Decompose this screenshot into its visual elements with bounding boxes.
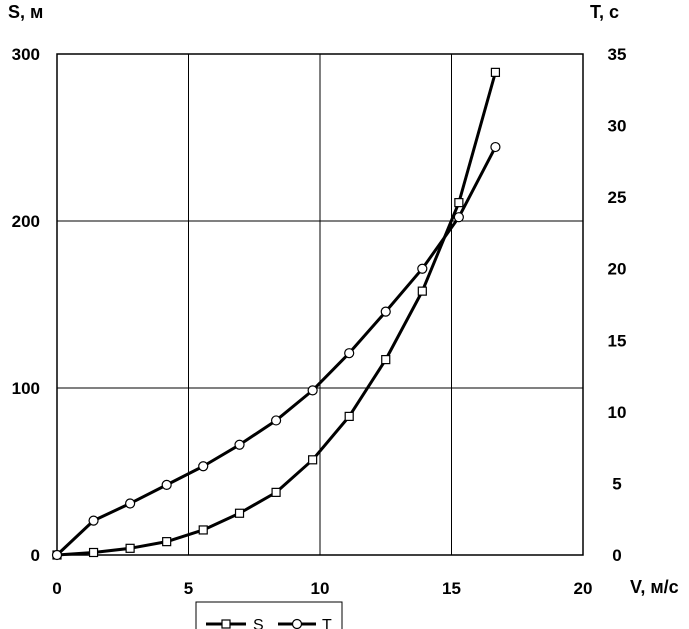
data-point-t xyxy=(307,385,318,396)
y-right-tick-label: 15 xyxy=(608,331,627,350)
data-point-s xyxy=(234,508,245,518)
legend-label-s: S xyxy=(253,617,264,629)
grid-lines xyxy=(57,54,583,555)
y-left-tick-label: 300 xyxy=(12,45,40,64)
data-point-t xyxy=(234,439,245,450)
series-layer xyxy=(51,67,501,561)
x-tick-label: 10 xyxy=(311,579,330,598)
series-s xyxy=(52,67,501,560)
data-point-t xyxy=(417,263,428,274)
legend-label-t: T xyxy=(322,617,332,629)
plot-area-border xyxy=(56,53,584,556)
y-right-tick-label: 25 xyxy=(608,188,627,207)
y-left-tick-label: 0 xyxy=(31,546,40,565)
y-left-axis-title: S, м xyxy=(8,2,43,22)
y-right-tick-label: 0 xyxy=(612,546,621,565)
data-point-s xyxy=(490,67,501,77)
data-point-s xyxy=(454,198,464,208)
data-point-t xyxy=(380,306,391,317)
data-point-s xyxy=(88,547,99,558)
legend-marker-t xyxy=(291,618,303,629)
data-point-t xyxy=(161,479,172,490)
data-point-s xyxy=(344,411,354,421)
data-point-t xyxy=(490,141,501,153)
data-point-s xyxy=(271,487,281,497)
data-point-t xyxy=(125,498,136,509)
x-tick-label: 5 xyxy=(184,579,193,598)
y-right-tick-label: 20 xyxy=(608,260,627,279)
series-line-s xyxy=(56,71,497,557)
data-point-t xyxy=(453,212,464,223)
data-point-t xyxy=(270,415,282,426)
y-right-tick-label: 5 xyxy=(612,474,621,493)
series-t xyxy=(51,141,501,561)
data-point-t xyxy=(344,348,355,359)
y-left-tick-label: 200 xyxy=(12,212,40,231)
x-tick-label: 0 xyxy=(52,579,61,598)
x-tick-label: 20 xyxy=(574,579,593,598)
data-point-s xyxy=(198,525,208,535)
data-point-t xyxy=(198,461,209,472)
data-point-s xyxy=(308,455,318,465)
y-right-tick-label: 30 xyxy=(608,117,627,136)
x-tick-label: 15 xyxy=(442,579,461,598)
data-point-t xyxy=(88,515,99,526)
y-left-tick-label: 100 xyxy=(12,379,40,398)
data-point-s xyxy=(381,355,391,365)
x-axis-title: V, м/с xyxy=(630,577,679,597)
data-point-s xyxy=(417,286,427,296)
data-point-t xyxy=(51,549,63,561)
y-right-tick-label: 35 xyxy=(608,45,627,64)
y-right-tick-label: 10 xyxy=(608,403,627,422)
data-point-s xyxy=(162,537,172,547)
data-point-s xyxy=(125,543,135,553)
legend-marker-s xyxy=(221,619,231,629)
y-right-axis-title: T, с xyxy=(590,2,619,22)
legend: S T xyxy=(195,601,343,629)
